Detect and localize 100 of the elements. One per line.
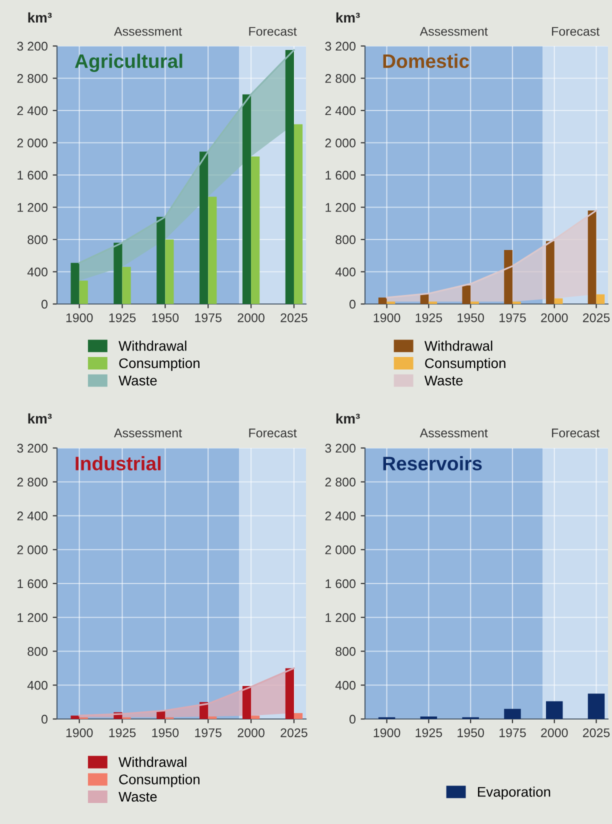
x-tick-label: 1950 (458, 728, 484, 738)
bar (200, 152, 208, 304)
band-label: Forecast (552, 428, 600, 438)
y-tick-label: 3 200 (325, 42, 356, 51)
bar (554, 298, 563, 304)
y-tick-label: 2 000 (325, 545, 356, 554)
chart-title: Reservoirs (383, 456, 482, 470)
y-tick-label: 2 800 (325, 74, 356, 83)
y-tick-label: 1 600 (18, 579, 48, 588)
y-tick-label: 2 800 (325, 478, 356, 487)
bar (79, 280, 88, 304)
x-tick-label: 1900 (374, 313, 400, 322)
bar (114, 242, 122, 304)
x-tick-label: 2025 (280, 728, 308, 738)
bar (462, 285, 471, 304)
legend-label: Waste (118, 792, 157, 802)
x-tick-label: 1975 (500, 728, 526, 738)
x-tick-label: 1925 (109, 313, 136, 322)
x-tick-label: 1925 (109, 728, 136, 738)
bar (504, 250, 512, 304)
bar (208, 716, 217, 719)
bar (208, 196, 217, 304)
bar (420, 716, 438, 719)
legend-label: Withdrawal (424, 340, 492, 351)
y-axis-title: km³ (28, 12, 52, 22)
y-tick-label: 3 200 (17, 444, 48, 453)
y-tick-label: 2 000 (17, 545, 48, 554)
band-label: Forecast (249, 428, 297, 438)
y-tick-label: 800 (336, 647, 356, 656)
y-tick-label: 0 (42, 714, 48, 724)
bar (546, 241, 554, 304)
y-tick-label: 1 200 (18, 613, 48, 622)
y-tick-label: 2 400 (325, 106, 356, 116)
legend-label: Waste (118, 376, 157, 386)
x-tick-label: 2025 (582, 313, 610, 322)
bar (70, 716, 80, 719)
x-tick-label: 1975 (500, 313, 526, 322)
x-tick-label: 1975 (195, 728, 222, 738)
chart-title: Industrial (76, 456, 161, 470)
bar (251, 716, 260, 719)
bar (504, 708, 521, 719)
band-label: Assessment (420, 428, 488, 438)
x-tick-label: 2000 (541, 728, 568, 738)
x-tick-label: 2000 (541, 313, 568, 322)
x-tick-label: 1900 (66, 313, 93, 322)
y-tick-label: 0 (350, 714, 356, 724)
legend-label: Withdrawal (118, 756, 186, 767)
y-tick-label: 2 800 (17, 74, 48, 83)
y-tick-label: 3 200 (17, 42, 48, 51)
y-tick-label: 2 000 (325, 138, 356, 148)
bar (156, 216, 166, 304)
y-tick-label: 800 (336, 235, 356, 244)
y-tick-label: 400 (335, 268, 356, 276)
x-tick-label: 1950 (152, 313, 179, 322)
bar (70, 262, 80, 304)
y-tick-label: 1 600 (326, 579, 356, 588)
x-tick-label: 2025 (280, 313, 308, 322)
bar (588, 210, 596, 304)
y-tick-label: 1 200 (326, 613, 356, 622)
x-tick-label: 1975 (195, 313, 222, 322)
y-tick-label: 2 800 (17, 478, 48, 487)
bar (251, 156, 260, 304)
legend-label: Waste (424, 376, 463, 386)
bar (285, 668, 294, 719)
y-tick-label: 2 400 (17, 512, 48, 520)
y-tick-label: 2 400 (325, 512, 356, 520)
band-label: Assessment (114, 428, 182, 438)
y-tick-label: 2 400 (17, 106, 48, 116)
chart-title: Domestic (383, 54, 469, 68)
y-axis-title: km³ (28, 413, 52, 424)
y-tick-label: 1 600 (18, 170, 48, 180)
y-axis-title: km³ (336, 12, 360, 22)
x-tick-label: 2000 (238, 728, 264, 738)
bar (294, 713, 303, 719)
y-tick-label: 1 200 (18, 203, 48, 212)
y-axis-title: km³ (336, 413, 360, 424)
y-tick-label: 2 000 (17, 138, 48, 148)
legend-label: Evaporation (478, 786, 550, 800)
bar (285, 50, 294, 304)
bar (165, 240, 174, 304)
x-tick-label: 1925 (416, 313, 442, 322)
x-tick-label: 1950 (458, 313, 484, 322)
bar (596, 294, 605, 304)
chart-title: Agricultural (74, 54, 182, 72)
x-tick-label: 1950 (152, 728, 179, 738)
bar (242, 94, 252, 304)
bar (588, 694, 605, 719)
x-tick-label: 2000 (238, 313, 264, 322)
y-tick-label: 800 (28, 647, 48, 656)
y-tick-label: 400 (335, 680, 356, 690)
x-tick-label: 2025 (582, 728, 610, 738)
legend-label: Withdrawal (118, 340, 186, 351)
band-label: Forecast (552, 27, 600, 36)
bar (546, 701, 563, 719)
band-label: Assessment (420, 27, 488, 36)
y-tick-label: 3 200 (325, 444, 356, 453)
y-tick-label: 1 200 (326, 203, 356, 212)
legend-label: Consumption (119, 774, 200, 788)
x-tick-label: 1900 (374, 728, 400, 738)
y-tick-label: 0 (42, 300, 48, 309)
